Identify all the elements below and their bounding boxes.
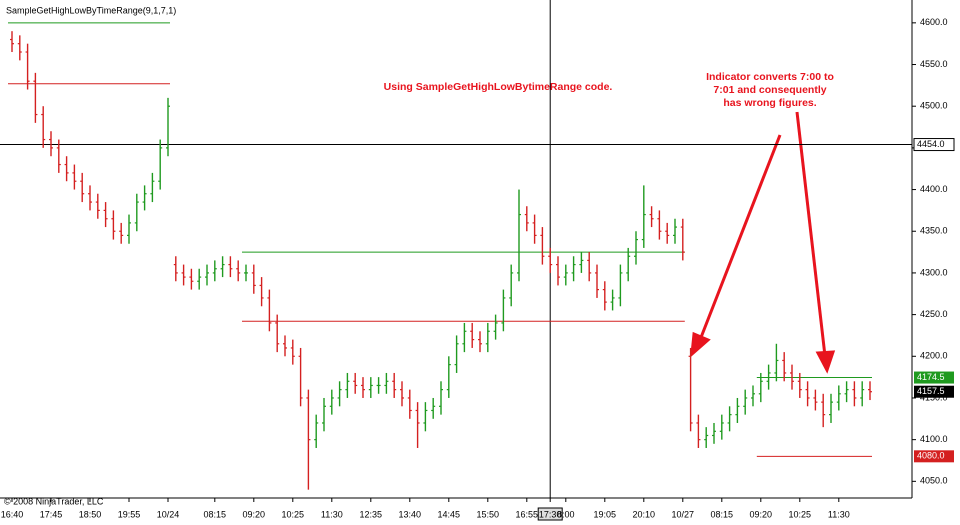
- indicator-label: SampleGetHighLowByTimeRange(9,1,7,1): [6, 5, 176, 15]
- price-label: 4080.0: [917, 451, 945, 461]
- price-label: 4174.5: [917, 372, 945, 382]
- y-tick-label: 4350.0: [920, 226, 948, 236]
- y-tick-label: 4400.0: [920, 184, 948, 194]
- price-label: 4157.5: [917, 386, 945, 396]
- callout-line: Indicator converts 7:00 to: [706, 71, 834, 83]
- x-tick-label: 12:35: [360, 509, 383, 519]
- crosshair-price-label: 4454.0: [917, 139, 945, 149]
- price-label-box: [914, 371, 954, 384]
- x-tick-label: 15:50: [477, 509, 500, 519]
- callout-line: has wrong figures.: [723, 97, 816, 109]
- x-tick-label: 19:55: [118, 509, 141, 519]
- x-tick-label: 17:30: [539, 509, 562, 519]
- x-tick-label: 11:30: [321, 509, 343, 519]
- crosshair-price-box: [913, 138, 955, 152]
- y-tick-label: 4250.0: [920, 309, 948, 319]
- y-tick-label: 4200.0: [920, 351, 948, 361]
- y-tick-label: 4050.0: [920, 476, 948, 486]
- price-label-box: [914, 450, 954, 463]
- x-tick-label: 19:05: [594, 509, 617, 519]
- annotation: Using SampleGetHighLowBytimeRange code.: [384, 81, 613, 93]
- x-tick-label: 10:25: [282, 509, 305, 519]
- x-tick-label: 16:40: [1, 509, 24, 519]
- x-tick-label: 09:20: [750, 509, 773, 519]
- callout-arrows: [690, 111, 836, 374]
- x-tick-label: 10/24: [157, 509, 180, 519]
- arrow: [698, 134, 782, 341]
- x-tick-label: 09:20: [243, 509, 266, 519]
- y-tick-label: 4300.0: [920, 267, 948, 277]
- x-tick-label: 13:40: [399, 509, 422, 519]
- price-label-box: [914, 385, 954, 398]
- x-tick-label: 20:10: [633, 509, 656, 519]
- arrow-head: [815, 350, 836, 374]
- crosshair-time-box: [537, 507, 563, 521]
- y-tick-label: 4500.0: [920, 101, 948, 111]
- x-tick-label: 17:45: [40, 509, 63, 519]
- arrow: [795, 111, 827, 357]
- x-tick-label: 18:50: [79, 509, 102, 519]
- x-tick-label: 8:00: [557, 509, 575, 519]
- y-tick-label: 4550.0: [920, 59, 948, 69]
- x-tick-label: 11:30: [828, 509, 850, 519]
- x-tick-label: 08:15: [204, 509, 227, 519]
- arrow-head: [690, 331, 711, 358]
- x-tick-label: 10/27: [672, 509, 695, 519]
- copyright: © 2008 NinjaTrader, LLC: [4, 496, 104, 506]
- callout-line: 7:01 and consequently: [713, 84, 826, 96]
- y-tick-label: 4100.0: [920, 434, 948, 444]
- x-tick-label: 14:45: [438, 509, 461, 519]
- x-tick-label: 16:55: [516, 509, 539, 519]
- y-tick-label: 4600.0: [920, 17, 948, 27]
- x-tick-label: 10:25: [789, 509, 812, 519]
- x-tick-label: 08:15: [711, 509, 734, 519]
